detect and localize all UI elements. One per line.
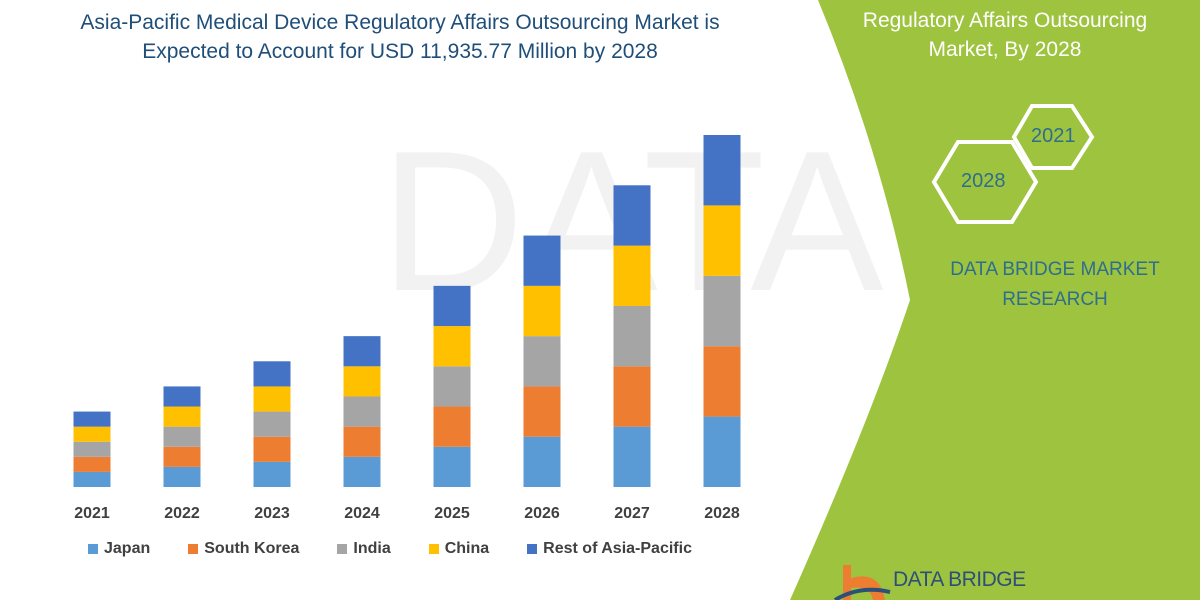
bar-segment-2025-china bbox=[433, 326, 471, 367]
hex-label-2021: 2021 bbox=[1031, 125, 1076, 147]
logo-text: DATA BRIDGE bbox=[893, 568, 1026, 591]
bar-segment-2021-japan bbox=[73, 471, 111, 487]
bar-segment-2026-china bbox=[523, 285, 561, 337]
bar-segment-2022-india bbox=[163, 426, 201, 447]
logo-icon bbox=[833, 565, 891, 600]
bar-segment-2022-south-korea bbox=[163, 446, 201, 467]
bar-segment-2025-south-korea bbox=[433, 406, 471, 447]
legend-label: Rest of Asia-Pacific bbox=[543, 540, 692, 557]
bar-segment-2023-china bbox=[253, 386, 291, 412]
legend-label: India bbox=[353, 540, 391, 557]
hexagon-2021 bbox=[1011, 104, 1095, 170]
green-panel bbox=[790, 0, 1200, 600]
bar-segment-2023-south-korea bbox=[253, 436, 291, 462]
chart-title: Asia-Pacific Medical Device Regulatory A… bbox=[30, 8, 770, 66]
bar-segment-2021-rest-of-asia-pacific bbox=[73, 411, 111, 427]
x-tick-label: 2027 bbox=[614, 505, 650, 522]
x-tick-label: 2028 bbox=[704, 505, 740, 522]
bar-segment-2026-india bbox=[523, 336, 561, 387]
bar-chart: 2021 2022 2023 2024 2025 2026 2027 2028 bbox=[73, 135, 741, 522]
bar-segment-2028-japan bbox=[703, 416, 741, 487]
bar-segment-2024-india bbox=[343, 396, 381, 427]
bar-segment-2024-japan bbox=[343, 456, 381, 487]
bar-segment-2024-rest-of-asia-pacific bbox=[343, 336, 381, 367]
chart-title-line-2: Expected to Account for USD 11,935.77 Mi… bbox=[142, 40, 658, 63]
legend-item: China bbox=[428, 540, 490, 558]
bar-segment-2025-rest-of-asia-pacific bbox=[433, 285, 471, 327]
bar-segment-2021-india bbox=[73, 441, 111, 457]
legend-item: Japan bbox=[88, 540, 150, 558]
brand-line-2: RESEARCH bbox=[1002, 289, 1108, 310]
x-tick-label: 2023 bbox=[254, 505, 290, 522]
bar-segment-2027-china bbox=[613, 245, 651, 306]
bar-segment-2023-japan bbox=[253, 461, 291, 487]
bar-segment-2025-japan bbox=[433, 446, 471, 487]
chart-title-line-1: Asia-Pacific Medical Device Regulatory A… bbox=[80, 11, 720, 34]
bar-segment-2027-japan bbox=[613, 426, 651, 487]
side-title-line-2: Market, By 2028 bbox=[928, 38, 1082, 61]
legend-item: Rest of Asia-Pacific bbox=[527, 540, 692, 558]
legend-swatch bbox=[428, 544, 439, 554]
x-tick-label: 2021 bbox=[74, 505, 110, 522]
legend-swatch bbox=[188, 544, 199, 554]
legend-label: China bbox=[444, 540, 490, 557]
bar-segment-2028-south-korea bbox=[703, 346, 741, 417]
bar-segment-2028-india bbox=[703, 275, 741, 347]
bar-segment-2024-china bbox=[343, 366, 381, 397]
bar-segment-2021-south-korea bbox=[73, 456, 111, 472]
chart-legend: Japan South Korea India China Rest of Asia-P… bbox=[88, 540, 730, 558]
legend-swatch bbox=[527, 544, 538, 554]
bar-segment-2028-rest-of-asia-pacific bbox=[703, 135, 741, 206]
bar-segment-2023-india bbox=[253, 411, 291, 437]
bar-segment-2026-rest-of-asia-pacific bbox=[523, 235, 561, 286]
bar-segment-2027-rest-of-asia-pacific bbox=[613, 185, 651, 246]
bar-segment-2026-south-korea bbox=[523, 386, 561, 437]
bar-segment-2024-south-korea bbox=[343, 426, 381, 457]
x-tick-label: 2022 bbox=[164, 505, 200, 522]
bar-segment-2028-china bbox=[703, 205, 741, 276]
bar-segment-2022-rest-of-asia-pacific bbox=[163, 386, 201, 407]
bar-segment-2025-india bbox=[433, 366, 471, 407]
bar-segment-2021-china bbox=[73, 426, 111, 442]
x-tick-label: 2026 bbox=[524, 505, 560, 522]
legend-label: Japan bbox=[104, 540, 151, 557]
side-title-line-1: Regulatory Affairs Outsourcing bbox=[862, 9, 1148, 32]
bar-segment-2022-china bbox=[163, 406, 201, 427]
legend-swatch bbox=[337, 544, 348, 554]
bar-segment-2022-japan bbox=[163, 466, 201, 487]
legend-swatch bbox=[88, 544, 98, 554]
legend-label: South Korea bbox=[204, 540, 300, 557]
hexagon-2028 bbox=[931, 140, 1039, 224]
bar-segment-2027-india bbox=[613, 305, 651, 367]
bar-segment-2023-rest-of-asia-pacific bbox=[253, 361, 291, 387]
legend-item: South Korea bbox=[188, 540, 299, 558]
legend-item: India bbox=[337, 540, 391, 558]
bar-segment-2027-south-korea bbox=[613, 366, 651, 427]
x-tick-label: 2025 bbox=[434, 505, 470, 522]
bar-segment-2026-japan bbox=[523, 436, 561, 487]
x-tick-label: 2024 bbox=[344, 505, 380, 522]
brand-text: DATA BRIDGE MARKET RESEARCH bbox=[920, 255, 1190, 315]
brand-line-1: DATA BRIDGE MARKET bbox=[950, 259, 1160, 280]
side-panel-title: Regulatory Affairs Outsourcing Market, B… bbox=[830, 6, 1180, 64]
hex-label-2028: 2028 bbox=[961, 170, 1006, 192]
